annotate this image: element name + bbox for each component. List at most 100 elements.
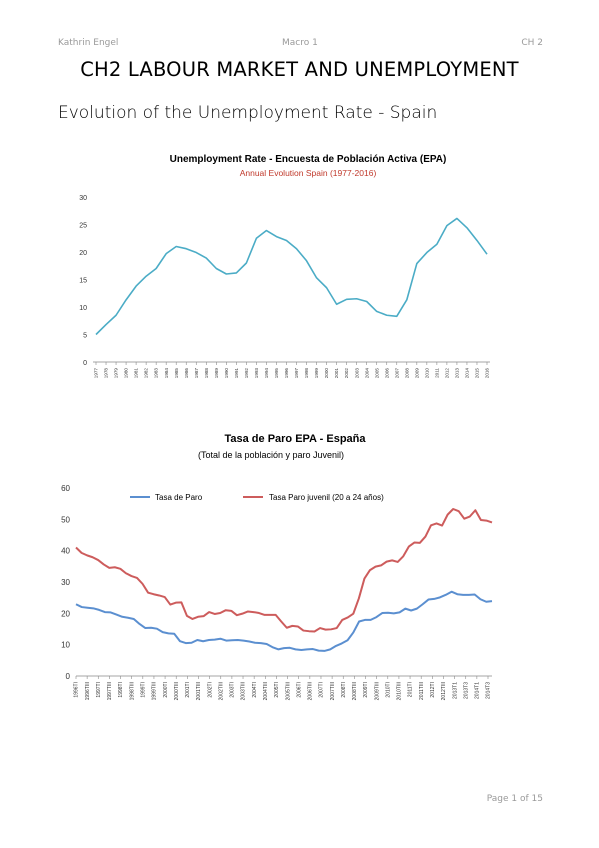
chart2-y-tick-label: 0 [66, 672, 71, 681]
chart1-x-tick-label: 2008 [404, 368, 409, 379]
chart2-y-tick-label: 30 [61, 578, 70, 587]
chart2-x-tick-label: 2006TIII [308, 682, 314, 700]
chart2-x-tick-label: 1998TI [118, 682, 124, 698]
chart1-x-tick-label: 2004 [364, 368, 369, 379]
chart1-x-tick-label: 1978 [104, 368, 109, 379]
chart2-x-tick-label: 2007TI [319, 682, 325, 698]
chart1-y-tick-label: 15 [79, 278, 87, 285]
chart2-x-tick-label: 2005TIII [285, 682, 291, 700]
chart1-x-tick-label: 2006 [384, 368, 389, 379]
chart1-x-tick-label: 1988 [204, 368, 209, 379]
chart1-x-tick-label: 2011 [434, 368, 439, 378]
chart1-x-tick-label: 2003 [354, 368, 359, 379]
chart1-x-tick-label: 1986 [184, 368, 189, 379]
chart2-x-tick-label: 2001TI [185, 682, 191, 698]
chart1-x-tick-label: 1985 [174, 368, 179, 379]
chart2-x-tick-label: 2002TI [207, 682, 213, 698]
chart1-x-tick-label: 1980 [124, 368, 129, 379]
chart1-y-tick-label: 25 [79, 223, 87, 230]
chart1-x-tick-label: 1982 [144, 368, 149, 379]
chart1-x-tick-label: 1977 [94, 368, 99, 379]
chart2-x-tick-label: 1998TIII [129, 682, 135, 700]
chart1-x-tick-label: 1994 [264, 368, 269, 379]
chart1-x-tick-label: 1999 [314, 368, 319, 379]
chart2-x-tick-label: 2008TI [341, 682, 347, 698]
chart2-x-tick-label: 2001TIII [196, 682, 202, 700]
chart1-y-tick-label: 5 [83, 333, 87, 340]
chart2-series-juvenil-line [75, 507, 493, 633]
chart2-x-tick-label: 2008TIII [352, 682, 358, 700]
chart2-x-tick-label: 2012TI [430, 682, 436, 698]
chart2-x-tick-label: 2007TIII [330, 682, 336, 700]
chart2-x-tick-label: 2005TI [274, 682, 280, 698]
legend-juvenil-label: Tasa Paro juvenil (20 a 24 años) [269, 493, 384, 502]
chart2-x-tick-label: 2003TIII [241, 682, 247, 700]
chart1-x-tick-label: 2016 [485, 368, 490, 379]
chart2-y-tick-label: 10 [61, 641, 70, 650]
chart2-x-tick-label: 2000TI [163, 682, 169, 698]
chart2-x-tick-label: 2010TIII [397, 682, 403, 700]
chart2-y-tick-label: 20 [61, 609, 70, 618]
chart2-x-tick-label: 2006TI [296, 682, 302, 698]
chart1-y-tick-label: 10 [79, 305, 87, 312]
chart2-y-tick-label: 60 [61, 484, 70, 493]
chart2-subtitle: (Total de la población y paro Juvenil) [198, 450, 344, 460]
chart2-x-tick-label: 2002TIII [218, 682, 224, 700]
chart1-x-tick-label: 2007 [394, 368, 399, 379]
chart1-x-tick-label: 1992 [244, 368, 249, 379]
chart2-x-tick-label: 2012TIII [441, 682, 447, 700]
chart2-y-tick-label: 40 [61, 547, 70, 556]
chart1-x-tick-label: 1983 [154, 368, 159, 379]
chart1-x-tick-label: 2000 [324, 368, 329, 379]
chart2-x-tick-label: 2011TIII [419, 682, 425, 700]
chart1-subtitle: Annual Evolution Spain (1977-2016) [240, 168, 377, 178]
chart1-x-tick-label: 1991 [234, 368, 239, 379]
chart1-x-tick-label: 2002 [344, 368, 349, 379]
chart2-x-tick-label: 2009TI [363, 682, 369, 698]
chart2-y-tick-label: 50 [61, 515, 70, 524]
chart1-x-tick-label: 2013 [455, 368, 460, 379]
chart1-x-tick-label: 1998 [304, 368, 309, 379]
chart2-x-tick-label: 2014T3 [486, 682, 492, 699]
page-number: Page 1 of 15 [486, 794, 543, 804]
chart2-x-tick-label: 1997TIII [107, 682, 113, 700]
chart1-series-line [95, 217, 488, 336]
chart1-y-tick-label: 0 [83, 360, 87, 367]
chart1-x-tick-label: 1984 [164, 368, 169, 379]
chart1-x-tick-label: 1989 [214, 368, 219, 379]
chart2-x-tick-label: 2000TIII [174, 682, 180, 700]
document-title: CH2 LABOUR MARKET AND UNEMPLOYMENT [80, 58, 519, 81]
chart1-y-tick-label: 20 [79, 250, 87, 257]
chart2-x-tick-label: 2013T3 [463, 682, 469, 699]
chart1-x-tick-label: 1995 [274, 368, 279, 379]
chart2-x-tick-label: 2004TIII [263, 682, 269, 700]
chart1-x-tick-label: 2009 [414, 368, 419, 379]
chart1-x-tick-label: 1987 [194, 368, 199, 379]
chart2-x-tick-label: 1997TI [96, 682, 102, 698]
chart1-x-tick-label: 1996 [284, 368, 289, 379]
header-course: Macro 1 [282, 38, 318, 48]
chart2-x-tick-label: 1996TI [74, 682, 80, 698]
chart2-title: Tasa de Paro EPA - España [224, 433, 366, 445]
chart1-x-tick-label: 1979 [114, 368, 119, 379]
chart1-title: Unemployment Rate - Encuesta de Població… [170, 154, 447, 165]
section-title: Evolution of the Unemployment Rate - Spa… [58, 103, 438, 123]
chart1-x-tick-label: 2010 [424, 368, 429, 379]
chart1-x-tick-label: 2015 [475, 368, 480, 379]
chart1-x-tick-label: 1981 [134, 368, 139, 379]
chart1-y-tick-label: 30 [79, 195, 87, 202]
chart2-x-tick-label: 2014T1 [475, 682, 481, 699]
chart1-x-tick-label: 2005 [374, 368, 379, 379]
chart2-x-tick-label: 1999TIII [152, 682, 158, 700]
chart2-x-tick-label: 2013T1 [452, 682, 458, 699]
chart1-x-tick-label: 2014 [465, 368, 470, 379]
chart1-x-tick-label: 1993 [254, 368, 259, 379]
chart2-x-tick-label: 1999TI [141, 682, 147, 698]
header-chapter: CH 2 [521, 38, 543, 48]
chart2-x-tick-label: 2009TIII [374, 682, 380, 700]
legend-tasa-label: Tasa de Paro [155, 493, 203, 502]
chart1-x-tick-label: 1990 [224, 368, 229, 379]
header-author: Kathrin Engel [58, 38, 119, 48]
